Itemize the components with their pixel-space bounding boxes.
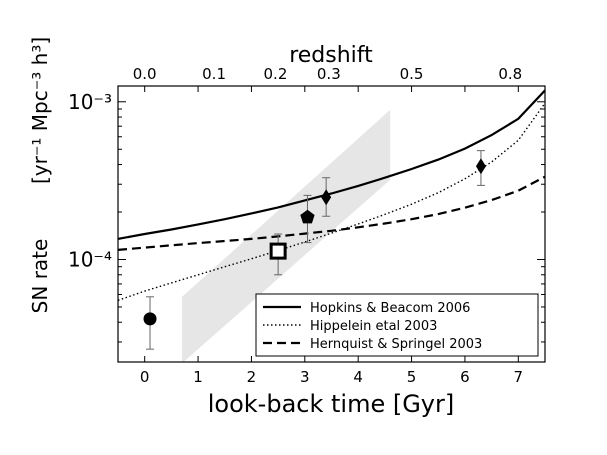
y-axis-label-units: [yr⁻¹ Mpc⁻³ h³] <box>28 37 52 184</box>
top-axis-label: redshift <box>289 43 373 68</box>
top-tick-label: 0.0 <box>133 65 157 83</box>
top-tick-label: 0.3 <box>317 65 341 83</box>
hopkins-beacom-line <box>118 89 545 240</box>
x-tick-label: 4 <box>353 368 363 386</box>
x-tick-label: 7 <box>514 368 524 386</box>
y-tick-label: 10⁻³ <box>68 90 112 114</box>
top-tick-label: 0.2 <box>264 65 288 83</box>
legend-label-hopkins: Hopkins & Beacom 2006 <box>310 301 470 316</box>
top-tick-label: 0.8 <box>498 65 522 83</box>
data-point-pentagon <box>300 209 315 224</box>
data-point-diamond <box>475 158 486 175</box>
x-axis-label: look-back time [Gyr] <box>208 390 455 418</box>
x-tick-label: 5 <box>407 368 417 386</box>
data-point-square <box>269 242 287 260</box>
top-tick-label: 0.1 <box>202 65 226 83</box>
x-tick-label: 6 <box>460 368 470 386</box>
legend-label-hippelein: Hippelein etal 2003 <box>310 319 437 334</box>
data-point-diamond <box>321 189 332 206</box>
legend-label-hernquist: Hernquist & Springel 2003 <box>310 337 482 352</box>
data-point-circle <box>143 312 157 326</box>
x-tick-label: 1 <box>193 368 203 386</box>
top-tick-label: 0.5 <box>400 65 424 83</box>
x-tick-label: 2 <box>247 368 257 386</box>
x-tick-label: 3 <box>300 368 310 386</box>
y-tick-label: 10⁻⁴ <box>68 247 112 271</box>
y-axis-label: SN rate [yr⁻¹ Mpc⁻³ h³] <box>28 37 52 313</box>
plot-frame <box>117 85 546 363</box>
axis-ticks: 0 1 2 3 4 5 6 7 0.0 0.1 0.2 0.3 0.5 0.8 10⁻⁴ 10⁻³ <box>68 65 545 386</box>
legend: Hopkins & Beacom 2006 Hippelein etal 200… <box>255 293 539 357</box>
hernquist-springel-line <box>118 175 545 251</box>
x-tick-label: 0 <box>140 368 150 386</box>
data-points <box>143 150 486 350</box>
y-axis-label-text: SN rate <box>28 239 52 314</box>
